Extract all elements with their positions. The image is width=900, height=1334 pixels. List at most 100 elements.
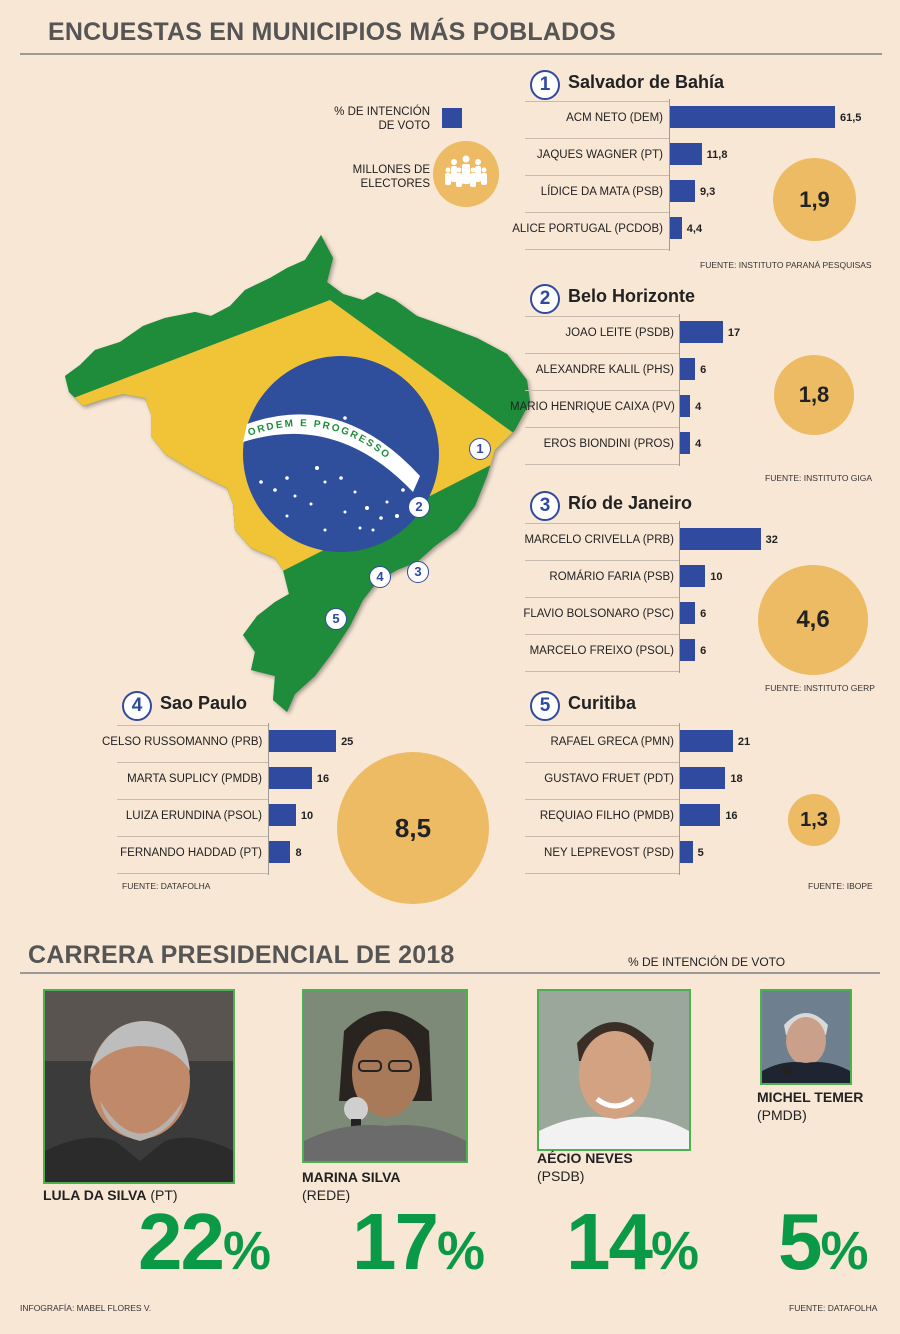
bar bbox=[680, 358, 696, 380]
candidate-temer-party: (PMDB) bbox=[757, 1107, 807, 1123]
legend-bar-swatch bbox=[442, 108, 462, 128]
bar-value: 6 bbox=[700, 364, 707, 376]
bar bbox=[680, 321, 723, 343]
bar-label: FERNANDO HADDAD (PT) bbox=[120, 847, 262, 859]
city-name-3: Río de Janeiro bbox=[568, 493, 693, 513]
marina-percent-sign: % bbox=[436, 1221, 485, 1281]
lula-photo bbox=[43, 989, 235, 1184]
map-marker-2: 2 bbox=[408, 496, 430, 518]
city-name-5: Curitiba bbox=[568, 693, 637, 713]
aecio-photo bbox=[537, 989, 691, 1151]
marina-percent: 17% bbox=[352, 1196, 485, 1288]
row-separator bbox=[117, 799, 268, 800]
bar-label: NEY LEPREVOST (PSD) bbox=[544, 847, 674, 859]
temer-percent: 5% bbox=[778, 1196, 869, 1288]
row-separator bbox=[117, 762, 268, 763]
city-number-3: 3 bbox=[530, 491, 560, 521]
bar-label: LUIZA ERUNDINA (PSOL) bbox=[125, 810, 262, 822]
row-separator bbox=[525, 390, 679, 391]
row-separator bbox=[117, 836, 268, 837]
bar-value: 17 bbox=[727, 327, 741, 339]
candidate-name-aecio: AÉCIO NEVES (PSDB) bbox=[537, 1149, 633, 1185]
bar-value: 10 bbox=[300, 810, 314, 822]
city-number-5: 5 bbox=[530, 691, 560, 721]
city-header-1: 1 Salvador de Bahía bbox=[530, 70, 850, 102]
bar-label: FLAVIO BOLSONARO (PSC) bbox=[523, 608, 674, 620]
temer-percent-sign: % bbox=[820, 1221, 869, 1281]
row-separator bbox=[525, 799, 679, 800]
legend-electors-label: MILLONES DE ELECTORES bbox=[352, 164, 430, 190]
chart-axis-1 bbox=[669, 99, 670, 251]
candidate-marina-party: (REDE) bbox=[302, 1187, 351, 1203]
row-separator bbox=[525, 138, 669, 139]
bar-value: 21 bbox=[737, 736, 751, 748]
bar-label: CELSO RUSSOMANNO (PRB) bbox=[102, 736, 263, 748]
chart-source-4: FUENTE: DATAFOLHA bbox=[122, 881, 211, 891]
bar bbox=[670, 217, 682, 239]
presidential-rule bbox=[20, 972, 880, 974]
aecio-percent: 14% bbox=[566, 1196, 699, 1288]
lula-percent-value: 22 bbox=[138, 1197, 225, 1286]
bar bbox=[680, 767, 726, 789]
bar-value: 4,4 bbox=[686, 223, 703, 235]
bar-label: MARTA SUPLICY (PMDB) bbox=[127, 773, 262, 785]
chart-axis-5 bbox=[679, 723, 680, 875]
city-header-5: 5 Curitiba bbox=[530, 691, 850, 723]
bar-value: 32 bbox=[765, 534, 778, 546]
bar-label: GUSTAVO FRUET (PDT) bbox=[544, 773, 674, 785]
candidate-temer-name: MICHEL TEMER bbox=[757, 1089, 864, 1105]
presidential-title: CARRERA PRESIDENCIAL DE 2018 bbox=[28, 941, 455, 969]
row-separator bbox=[525, 523, 679, 524]
candidate-name-lula: LULA DA SILVA (PT) bbox=[43, 1187, 178, 1203]
city-name-4: Sao Paulo bbox=[160, 693, 248, 713]
candidate-lula-name: LULA DA SILVA bbox=[43, 1187, 147, 1203]
map-marker-3: 3 bbox=[407, 561, 429, 583]
bar bbox=[680, 565, 706, 587]
chart-axis-2 bbox=[679, 314, 680, 466]
electors-circle-4: 8,5 bbox=[337, 752, 489, 904]
electors-circle-5: 1,3 bbox=[788, 794, 840, 846]
row-separator bbox=[525, 634, 679, 635]
bar bbox=[680, 395, 691, 417]
bar bbox=[680, 730, 733, 752]
bar-value: 8 bbox=[295, 847, 302, 859]
candidate-name-marina: MARINA SILVA (REDE) bbox=[302, 1168, 401, 1204]
bar-label: MARCELO CRIVELLA (PRB) bbox=[524, 534, 674, 546]
bar bbox=[269, 804, 296, 826]
row-separator bbox=[525, 427, 679, 428]
electors-circle-1: 1,9 bbox=[773, 158, 856, 241]
city-header-2: 2 Belo Horizonte bbox=[530, 284, 850, 316]
city-number-4: 4 bbox=[122, 691, 152, 721]
bar-label: REQUIAO FILHO (PMDB) bbox=[539, 810, 674, 822]
map-marker-1: 1 bbox=[469, 438, 491, 460]
row-separator bbox=[525, 560, 679, 561]
brazil-map: ORDEM E PROGRESSO 1 2 3 4 5 bbox=[25, 230, 545, 730]
bar-label: MARIO HENRIQUE CAIXA (PV) bbox=[510, 401, 675, 413]
page-title: ENCUESTAS EN MUNICIPIOS MÁS POBLADOS bbox=[48, 18, 616, 46]
marina-percent-value: 17 bbox=[352, 1197, 439, 1286]
city-number-1: 1 bbox=[530, 70, 560, 100]
legend: % DE INTENCIÓN DE VOTO MILLONES DE ELECT… bbox=[300, 100, 500, 210]
row-separator bbox=[525, 836, 679, 837]
candidate-marina-name: MARINA SILVA bbox=[302, 1169, 401, 1185]
row-separator bbox=[525, 212, 669, 213]
candidate-aecio-name: AÉCIO NEVES bbox=[537, 1150, 633, 1166]
bar-label: EROS BIONDINI (PROS) bbox=[543, 438, 674, 450]
presidential-subtitle: % DE INTENCIÓN DE VOTO bbox=[628, 955, 786, 969]
chart-source-2: FUENTE: INSTITUTO GIGA bbox=[765, 473, 873, 483]
candidate-aecio-party: (PSDB) bbox=[537, 1168, 585, 1184]
bar-value: 16 bbox=[725, 810, 738, 822]
bar-value: 9,3 bbox=[699, 186, 716, 198]
marina-photo bbox=[302, 989, 468, 1163]
bar bbox=[680, 841, 693, 863]
bar-label: RAFAEL GRECA (PMN) bbox=[550, 736, 674, 748]
bar-label: JAQUES WAGNER (PT) bbox=[536, 149, 663, 161]
row-separator bbox=[525, 353, 679, 354]
bar-value: 11,8 bbox=[706, 149, 728, 161]
bar bbox=[670, 143, 702, 165]
aecio-percent-sign: % bbox=[650, 1221, 699, 1281]
bar-label: ALICE PORTUGAL (PCDOB) bbox=[512, 223, 663, 235]
title-rule bbox=[20, 53, 882, 55]
city-name-2: Belo Horizonte bbox=[568, 286, 696, 306]
bar bbox=[680, 639, 696, 661]
